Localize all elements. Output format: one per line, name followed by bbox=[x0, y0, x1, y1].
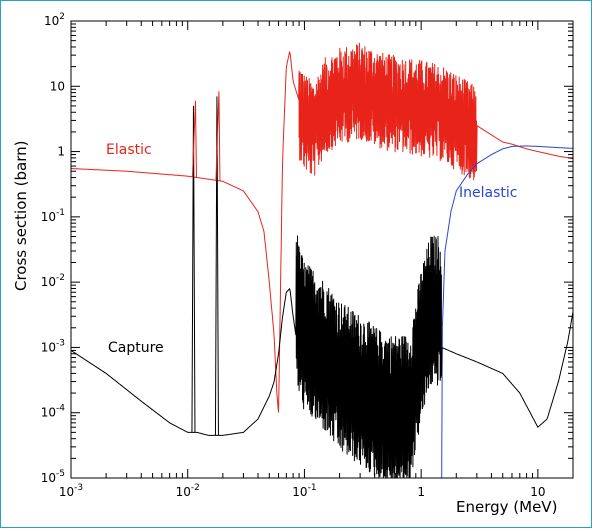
y-tick-label: 1 bbox=[57, 145, 65, 159]
x-tick-label: 10-3 bbox=[59, 483, 83, 499]
y-tick-label: 10-1 bbox=[41, 208, 65, 224]
y-tick-label: 10-5 bbox=[41, 469, 65, 485]
capture-resonance-peak bbox=[214, 96, 219, 436]
series-label-inelastic: Inelastic bbox=[459, 185, 517, 201]
y-axis-label: Cross section (barn) bbox=[12, 140, 30, 291]
capture-resonance-peak bbox=[191, 105, 196, 433]
elastic-resonance-peak bbox=[215, 91, 221, 181]
x-axis-label: Energy (MeV) bbox=[456, 498, 557, 516]
y-tick-label: 10 bbox=[50, 79, 65, 93]
elastic-resonance-peak bbox=[191, 100, 197, 178]
series-line-inelastic bbox=[441, 145, 574, 479]
y-tick-label: 102 bbox=[44, 12, 65, 28]
series-label-elastic: Elastic bbox=[106, 142, 152, 158]
series-line-elastic bbox=[71, 42, 574, 413]
y-tick-label: 10-2 bbox=[41, 273, 65, 289]
x-tick-label: 10 bbox=[530, 485, 545, 499]
x-tick-label: 1 bbox=[417, 485, 425, 499]
y-tick-label: 10-3 bbox=[41, 338, 65, 354]
series-label-capture: Capture bbox=[108, 340, 164, 356]
plot-area-border bbox=[70, 20, 574, 479]
x-tick-label: 10-2 bbox=[176, 483, 200, 499]
x-tick-label: 10-1 bbox=[292, 483, 316, 499]
y-tick-label: 10-4 bbox=[41, 404, 66, 420]
series-line-capture bbox=[70, 235, 574, 479]
